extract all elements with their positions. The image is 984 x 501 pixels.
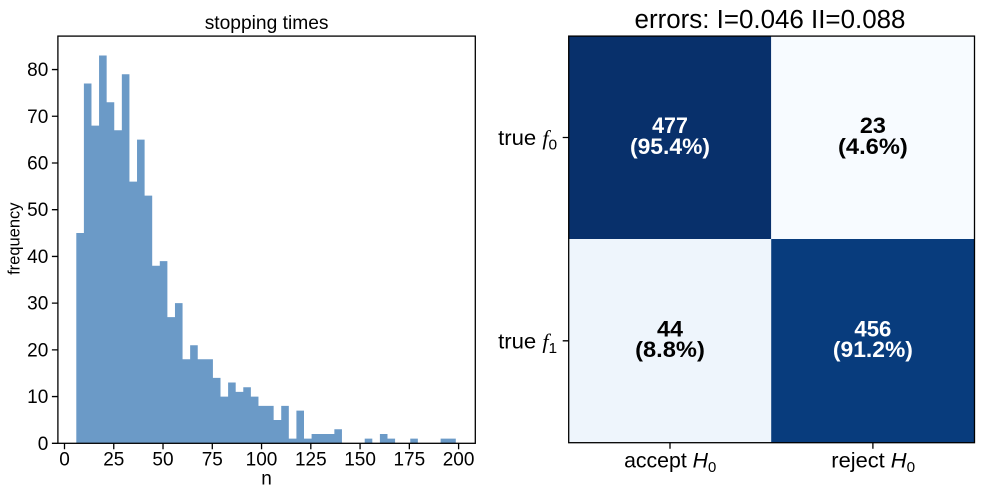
svg-text:25: 25 — [103, 449, 124, 470]
svg-text:0: 0 — [38, 434, 49, 455]
svg-text:(8.8%): (8.8%) — [635, 337, 705, 362]
svg-text:100: 100 — [246, 449, 278, 470]
svg-text:n: n — [261, 469, 272, 490]
svg-text:(4.6%): (4.6%) — [838, 134, 908, 159]
svg-text:23: 23 — [860, 113, 886, 138]
svg-text:50: 50 — [152, 449, 173, 470]
svg-text:40: 40 — [27, 247, 48, 268]
svg-text:70: 70 — [27, 107, 48, 128]
svg-text:456: 456 — [854, 316, 891, 341]
svg-text:50: 50 — [27, 200, 48, 221]
svg-text:errors: I=0.046 II=0.088: errors: I=0.046 II=0.088 — [635, 6, 906, 34]
svg-text:0: 0 — [59, 449, 70, 470]
svg-text:75: 75 — [202, 449, 223, 470]
svg-text:stopping times: stopping times — [205, 13, 329, 34]
svg-text:10: 10 — [27, 387, 48, 408]
svg-text:(91.2%): (91.2%) — [833, 337, 913, 362]
svg-text:44: 44 — [657, 316, 684, 341]
svg-text:(95.4%): (95.4%) — [630, 134, 710, 159]
svg-text:30: 30 — [27, 294, 48, 315]
svg-text:frequency: frequency — [6, 202, 24, 275]
svg-text:80: 80 — [27, 60, 48, 81]
svg-text:true f0: true f0 — [498, 126, 557, 154]
svg-text:60: 60 — [27, 154, 48, 175]
svg-text:477: 477 — [652, 113, 688, 138]
svg-text:200: 200 — [443, 449, 475, 470]
svg-text:true f1: true f1 — [498, 329, 557, 357]
svg-text:reject H0: reject H0 — [831, 449, 915, 476]
svg-text:125: 125 — [295, 449, 327, 470]
svg-text:20: 20 — [27, 340, 48, 361]
svg-text:175: 175 — [393, 449, 425, 470]
svg-text:150: 150 — [344, 449, 376, 470]
svg-text:accept H0: accept H0 — [624, 450, 716, 477]
